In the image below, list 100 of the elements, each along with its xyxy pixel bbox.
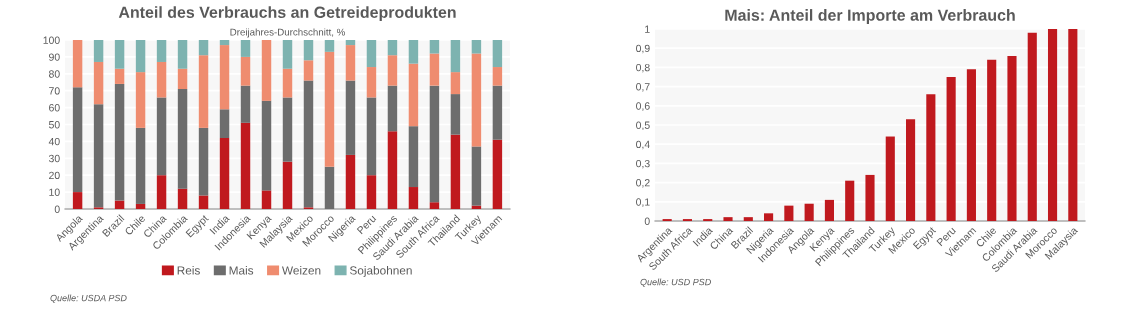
bar — [324, 40, 335, 52]
bar — [177, 40, 188, 69]
bar — [429, 40, 440, 54]
bar — [345, 154, 356, 209]
bar — [219, 40, 230, 46]
bar — [282, 161, 293, 209]
bar — [471, 40, 482, 54]
bar — [804, 203, 814, 221]
y-tick-label: 80 — [49, 70, 60, 78]
bar — [345, 40, 356, 46]
bar — [198, 127, 209, 196]
y-tick-label: 0,4 — [636, 140, 650, 150]
bar — [408, 63, 419, 127]
y-tick-label: 50 — [48, 121, 60, 129]
bar — [784, 205, 794, 221]
legend-label: Mais — [229, 265, 254, 275]
bar — [303, 80, 314, 208]
y-tick-label: 0,8 — [636, 63, 650, 73]
bar — [156, 175, 167, 209]
bar — [261, 190, 272, 209]
bar — [408, 40, 419, 64]
bar — [366, 175, 377, 209]
bar — [114, 83, 125, 201]
y-tick-label: 40 — [48, 137, 60, 146]
chart-title: Anteil des Verbrauchs an Getreideprodukten — [118, 6, 456, 22]
bar — [135, 127, 146, 204]
bar — [93, 104, 104, 208]
legend-label: Sojabohnen — [349, 265, 412, 277]
y-tick-label: 60 — [49, 104, 60, 112]
y-tick-label: 30 — [48, 154, 60, 163]
bar — [303, 40, 314, 61]
bar — [156, 40, 167, 62]
bar — [471, 53, 482, 147]
y-tick-label: 20 — [49, 171, 60, 180]
source-note: Quelle: USDA PSD — [50, 294, 127, 303]
bar — [345, 80, 356, 155]
bar — [408, 187, 419, 209]
bar — [946, 77, 956, 221]
bar — [906, 119, 916, 221]
bar — [93, 61, 104, 105]
bar — [345, 45, 356, 81]
bar — [240, 40, 251, 57]
bar — [366, 97, 377, 176]
bar — [387, 55, 398, 86]
bar — [198, 195, 209, 209]
y-tick-label: 1 — [645, 25, 650, 33]
bar — [177, 68, 188, 90]
bar — [114, 200, 125, 209]
bar — [72, 87, 83, 193]
bar — [492, 85, 503, 140]
bar — [282, 97, 293, 162]
bar — [1068, 29, 1078, 221]
bar — [1007, 55, 1017, 221]
bar — [743, 217, 753, 221]
bar — [219, 45, 230, 110]
bar — [492, 139, 503, 209]
bar — [492, 67, 503, 86]
bar — [135, 40, 146, 73]
y-tick-label: 70 — [49, 87, 60, 95]
y-tick-label: 0,7 — [636, 83, 650, 92]
bar — [156, 61, 167, 98]
bar — [240, 56, 251, 86]
bar — [93, 40, 104, 62]
bar — [429, 53, 440, 86]
bar — [177, 89, 188, 189]
bar — [135, 72, 146, 128]
bar — [865, 174, 875, 221]
bar — [261, 100, 272, 191]
bar — [450, 94, 461, 135]
bar — [114, 40, 125, 69]
bar — [177, 188, 188, 209]
bar — [303, 60, 314, 81]
y-tick-label: 0,5 — [636, 121, 650, 131]
chart-subtitle: Dreijahres-Durchschnitt, % — [230, 28, 345, 38]
y-tick-label: 10 — [49, 188, 60, 196]
bar — [366, 67, 377, 98]
bar — [198, 55, 209, 128]
legend-label: Weizen — [281, 265, 321, 275]
chart-title: Mais: Anteil der Importe am Verbrauch — [725, 9, 1015, 24]
bar — [282, 68, 293, 98]
bar — [282, 40, 293, 69]
bar — [429, 85, 440, 203]
bar — [240, 85, 251, 123]
bar — [387, 85, 398, 132]
bar — [240, 122, 251, 209]
y-tick-label: 0 — [54, 205, 60, 213]
bar — [219, 138, 230, 209]
bar — [845, 180, 855, 221]
y-tick-label: 0 — [644, 217, 650, 225]
bar — [492, 40, 503, 68]
y-tick-label: 100 — [43, 36, 60, 44]
bar — [156, 97, 167, 176]
bar — [966, 69, 976, 221]
y-tick-label: 90 — [49, 53, 60, 61]
bar — [366, 40, 377, 68]
bar — [450, 134, 461, 209]
bar — [824, 199, 834, 221]
y-tick-label: 0,2 — [636, 179, 650, 188]
bar — [324, 51, 335, 167]
bar — [450, 40, 461, 73]
